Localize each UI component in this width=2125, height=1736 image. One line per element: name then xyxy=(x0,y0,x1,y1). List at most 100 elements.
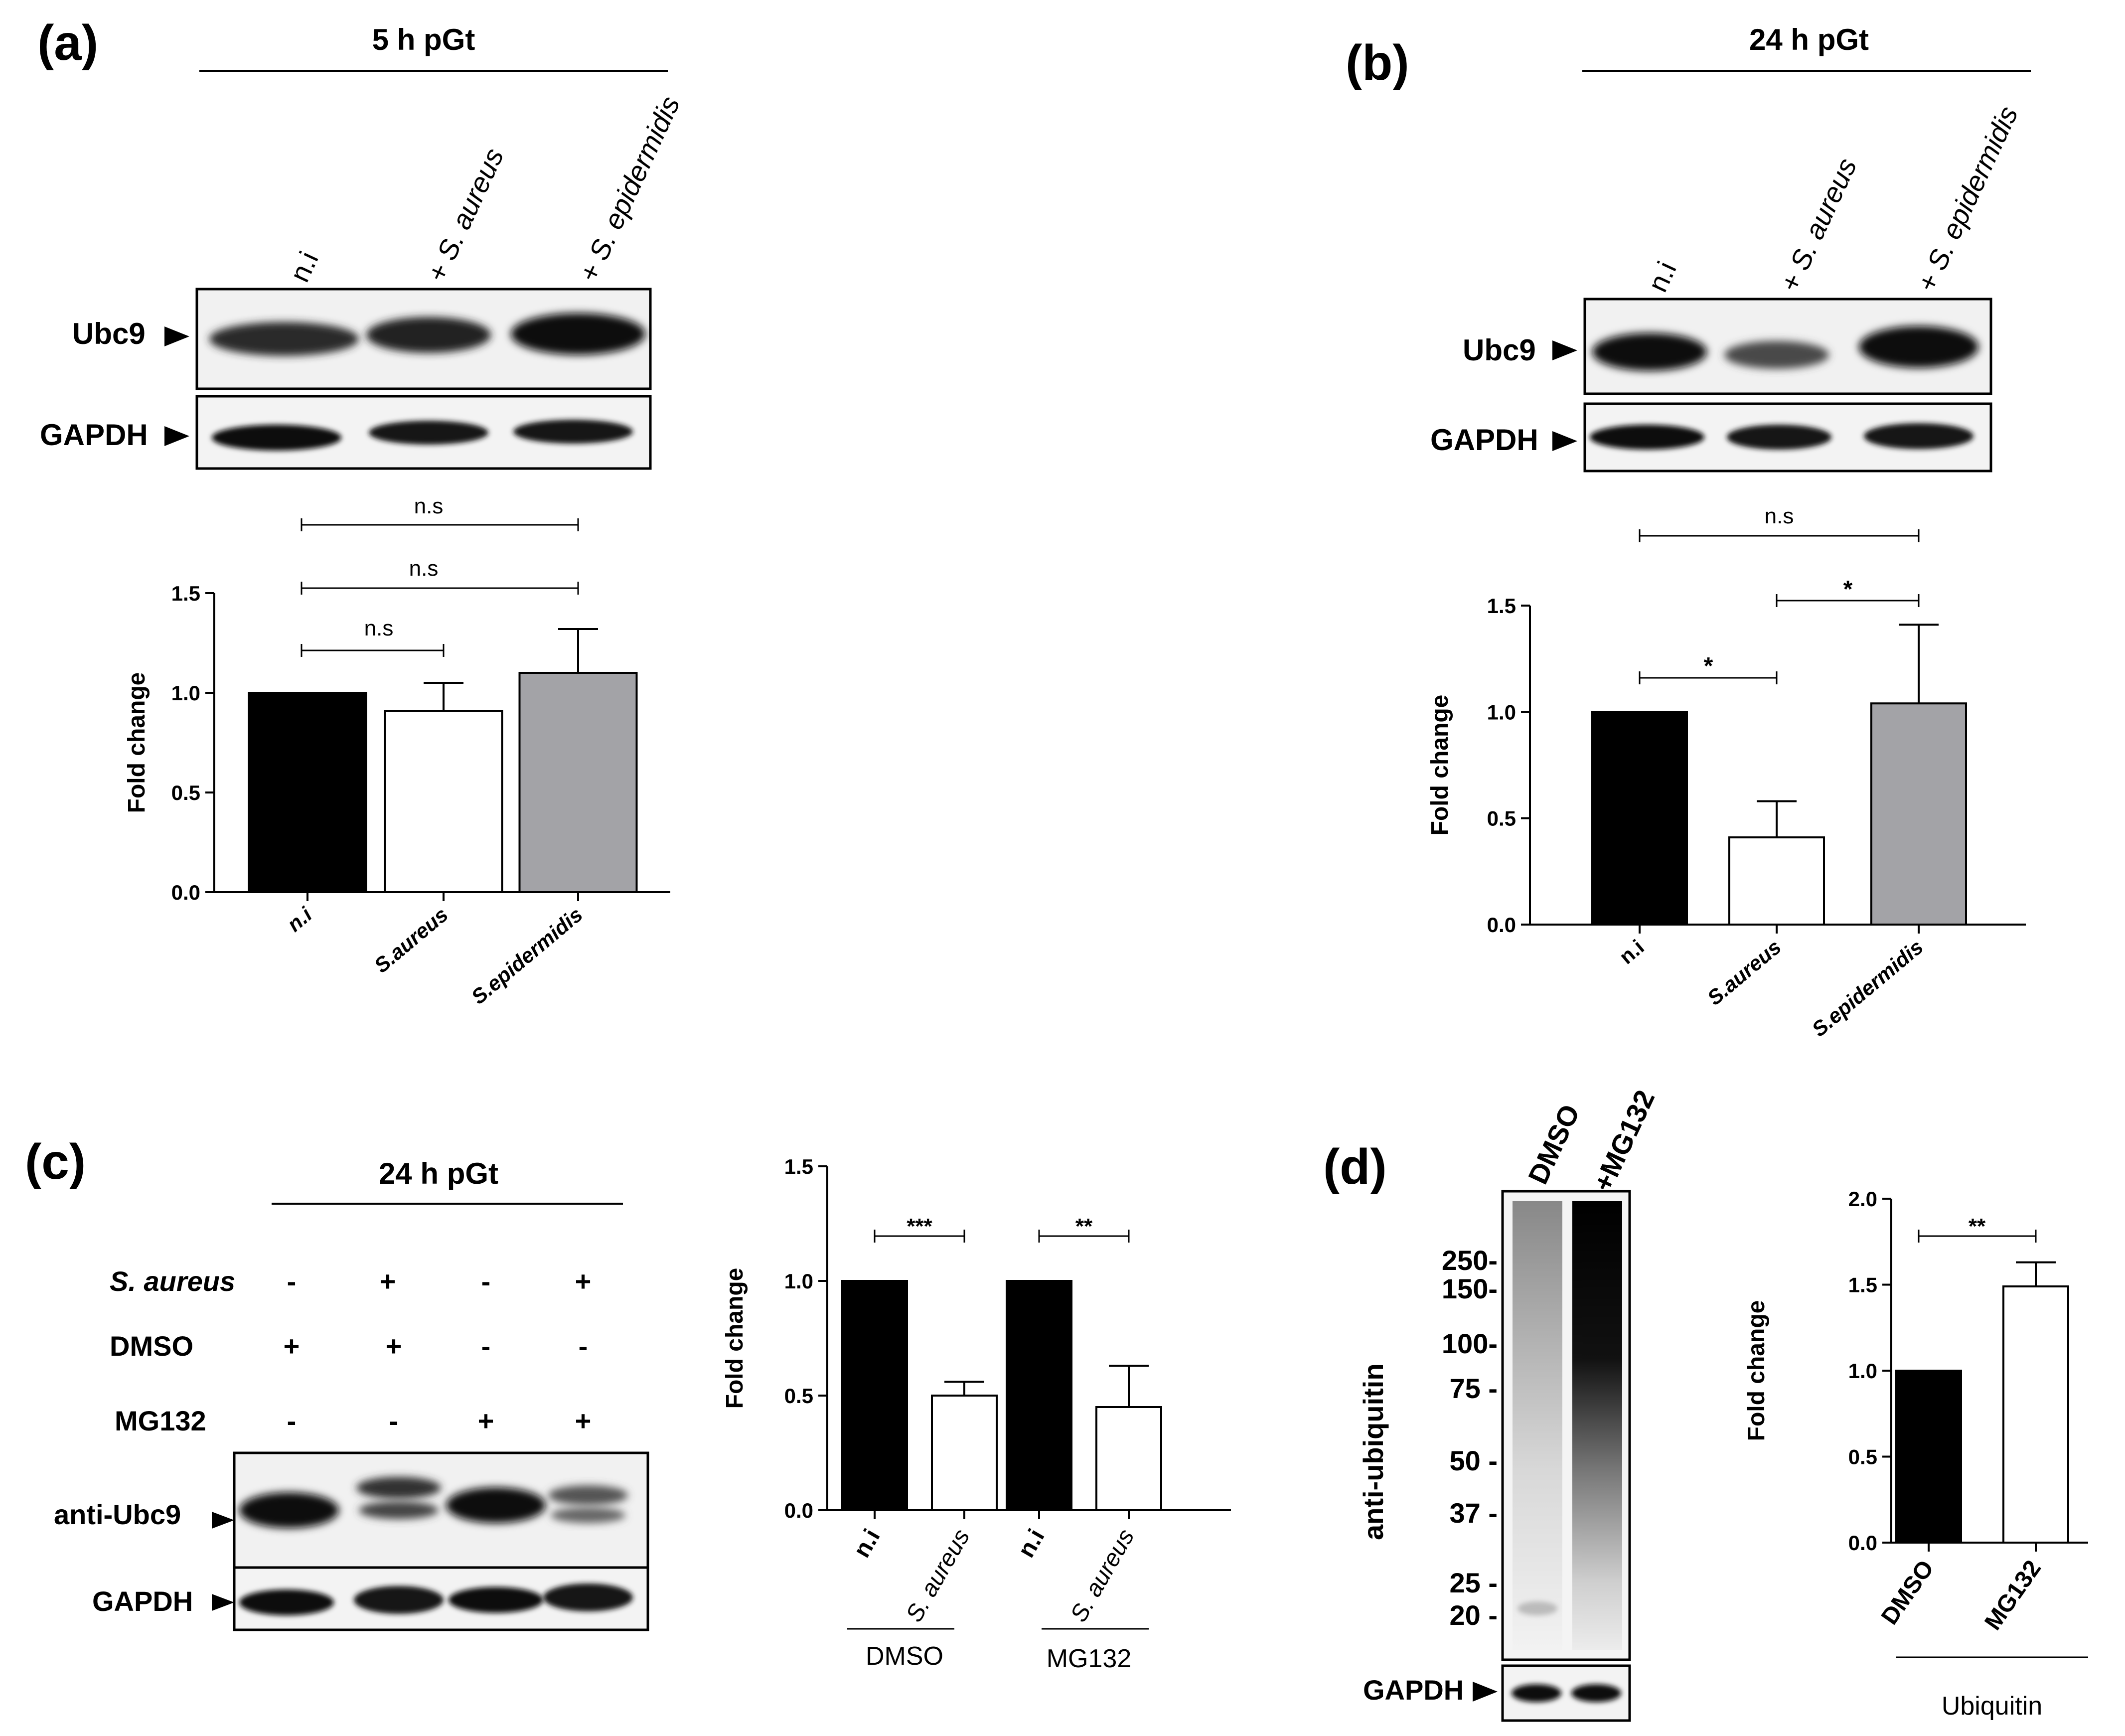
panel-c-cell: - xyxy=(579,1330,588,1362)
y-tick-label: 0.0 xyxy=(784,1499,813,1522)
panel-d-lane-2: +MG132 xyxy=(1587,1085,1661,1196)
panel-d-significance: ** xyxy=(1918,1214,2037,1243)
y-axis-label: Fold change xyxy=(124,672,150,813)
arrowhead-icon xyxy=(164,326,189,346)
y-tick-label: 1.0 xyxy=(171,681,200,705)
panel-c-cell: - xyxy=(389,1405,399,1436)
bar xyxy=(1728,836,1825,926)
marker-label: 50 - xyxy=(1450,1445,1498,1476)
panel-c-blot-label-ubc9: anti-Ubc9 xyxy=(54,1499,181,1530)
arrowhead-icon xyxy=(212,1512,234,1529)
panel-c-significance: *** ** xyxy=(874,1214,1130,1243)
bar-chart-panel-d: 0.0 0.5 1.0 1.5 2.0 Fold change DMSO MG132 xyxy=(1743,1187,2088,1635)
panel-a-significance: n.s n.s n.s xyxy=(301,494,579,657)
y-tick-label: 0.0 xyxy=(1848,1531,1877,1555)
panel-c-groups: DMSO MG132 xyxy=(847,1628,1149,1673)
panel-c-row-label-mg132: MG132 xyxy=(115,1405,206,1436)
bar-chart-panel-b: 0.0 0.5 1.0 1.5 Fold change n.i S.aureus S.epid… xyxy=(1427,594,2026,1041)
panel-d-sig-1: ** xyxy=(1969,1214,1986,1239)
x-tick-label: MG132 xyxy=(1979,1556,2046,1635)
panel-b-blot-label-gapdh: GAPDH xyxy=(1430,423,1538,457)
bar xyxy=(248,692,367,893)
x-tick-label: S.aureus xyxy=(1703,935,1786,1010)
panel-a-lane-1: n.i xyxy=(284,247,324,287)
panel-c-cell: - xyxy=(287,1265,297,1297)
panel-d-group-ubiquitin: Ubiquitin xyxy=(1942,1692,2042,1721)
marker-label: 20 - xyxy=(1450,1599,1498,1631)
panel-a-sig-2: n.s xyxy=(409,556,439,581)
arrowhead-icon xyxy=(1473,1682,1498,1702)
panel-b-sig-1: n.s xyxy=(1765,504,1794,528)
arrowhead-icon xyxy=(212,1594,234,1611)
panel-c-cell: + xyxy=(380,1265,396,1297)
panel-d: (d) DMSO +MG132 anti-ubiquitin GAPDH 250… xyxy=(1323,1085,2088,1722)
panel-c-cell: - xyxy=(287,1405,297,1436)
panel-b-letter: (b) xyxy=(1346,35,1409,91)
panel-b-sig-3: * xyxy=(1704,653,1713,679)
panel-b-lane-2: + S. aureus xyxy=(1774,153,1863,297)
y-tick-label: 1.5 xyxy=(784,1155,813,1178)
x-tick-label: S.epidermidis xyxy=(1808,935,1928,1041)
panel-c-cell: + xyxy=(575,1405,592,1436)
panel-c-gapdh-blot xyxy=(233,1566,649,1631)
panel-a-letter: (a) xyxy=(37,15,98,71)
panel-c-cell: + xyxy=(284,1330,300,1362)
y-tick-label: 0.5 xyxy=(1848,1445,1877,1469)
panel-c-cell: + xyxy=(478,1405,494,1436)
panel-b-gapdh-blot xyxy=(1583,402,1992,473)
bar xyxy=(518,672,638,893)
panel-b-blot-label-ubc9: Ubc9 xyxy=(1463,333,1536,367)
marker-label: 37 - xyxy=(1450,1497,1498,1529)
y-axis-label: Fold change xyxy=(1427,695,1453,836)
panel-a-sig-1: n.s xyxy=(414,494,444,518)
y-tick-label: 0.5 xyxy=(784,1384,813,1408)
panel-a-ubc9-blot xyxy=(195,288,652,390)
x-tick-label: n.i xyxy=(283,902,317,936)
panel-a-lane-2: + S. aureus xyxy=(421,143,510,287)
panel-a-gapdh-blot xyxy=(195,395,652,470)
y-tick-label: 0.0 xyxy=(1487,913,1516,937)
arrowhead-icon xyxy=(1552,340,1577,360)
x-tick-label: n.i xyxy=(1013,1525,1050,1562)
panel-d-markers: 250- 150- 100- 75 - 50 - 37 - 25 - 20 - xyxy=(1442,1245,1498,1631)
x-tick-label: S.aureus xyxy=(370,903,453,977)
panel-c-conditions-table: S. aureus - + - + DMSO + + - - MG132 - -… xyxy=(110,1265,591,1436)
panel-c-row-label-dmso: DMSO xyxy=(110,1330,193,1362)
y-tick-label: 1.0 xyxy=(1487,700,1516,724)
panel-a-lane-3: + S. epidermidis xyxy=(573,91,686,287)
panel-c-row-label-saureus: S. aureus xyxy=(110,1265,235,1297)
panel-c-sig-2: ** xyxy=(1075,1214,1093,1239)
panel-a-blot-label-gapdh: GAPDH xyxy=(40,418,148,452)
y-tick-label: 0.0 xyxy=(171,881,200,904)
marker-label: 150- xyxy=(1442,1273,1498,1304)
panel-d-gapdh-blot xyxy=(1501,1664,1631,1722)
y-tick-label: 1.5 xyxy=(1487,594,1516,618)
bar xyxy=(1006,1280,1072,1511)
y-axis-label: Fold change xyxy=(722,1268,748,1409)
panel-d-ubiquitin-blot xyxy=(1501,1190,1631,1666)
panel-d-lane-1: DMSO xyxy=(1522,1100,1586,1189)
panel-d-blot-label-ubiquitin: anti-ubiquitin xyxy=(1358,1363,1389,1540)
panel-b-significance: n.s * * xyxy=(1639,504,1920,684)
marker-label: 250- xyxy=(1442,1245,1498,1276)
panel-c-ubc9-blot xyxy=(233,1451,649,1572)
y-tick-label: 2.0 xyxy=(1848,1187,1877,1211)
panel-a-header: 5 h pGt xyxy=(372,23,475,56)
panel-c-cell: + xyxy=(575,1265,592,1297)
panel-c-sig-1: *** xyxy=(907,1214,932,1239)
bar xyxy=(1095,1406,1162,1511)
y-tick-label: 1.0 xyxy=(784,1269,813,1293)
panel-a: (a) 5 h pGt n.i + S. aureus + S. epiderm… xyxy=(37,15,686,657)
bar xyxy=(1870,702,1967,926)
bar xyxy=(384,710,503,893)
y-tick-label: 0.5 xyxy=(1487,807,1516,830)
panel-c: (c) 24 h pGt S. aureus - + - + DMSO + + … xyxy=(25,1134,1149,1673)
panel-c-group-mg132: MG132 xyxy=(1047,1644,1132,1673)
bar xyxy=(931,1395,998,1511)
panel-c-cell: - xyxy=(481,1330,491,1362)
panel-b-ubc9-blot xyxy=(1583,298,1992,395)
y-tick-label: 1.0 xyxy=(1848,1359,1877,1383)
panel-b-header: 24 h pGt xyxy=(1749,23,1869,56)
panel-c-blot-label-gapdh: GAPDH xyxy=(92,1585,193,1617)
